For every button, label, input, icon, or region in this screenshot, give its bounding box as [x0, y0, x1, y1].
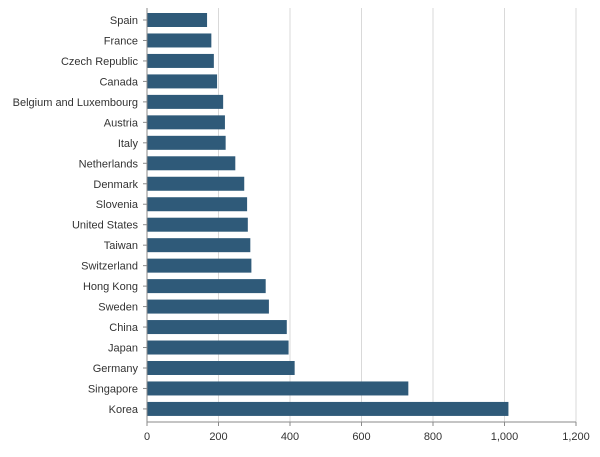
bar-china	[147, 320, 287, 335]
bar-austria	[147, 115, 225, 130]
category-label: Netherlands	[79, 158, 139, 170]
category-label: Sweden	[98, 302, 138, 314]
bar-canada	[147, 74, 218, 89]
x-tick-label: 800	[424, 431, 442, 443]
category-label: Switzerland	[81, 261, 138, 273]
category-label: United States	[72, 220, 139, 232]
category-label: Denmark	[93, 179, 138, 191]
category-label: Germany	[93, 363, 139, 375]
bar-taiwan	[147, 238, 251, 253]
category-label: Belgium and Luxembourg	[13, 97, 138, 109]
category-label: Czech Republic	[61, 56, 139, 68]
axes: 0 200 400 600 800 1,000 1,200	[143, 8, 590, 443]
category-label: France	[104, 35, 138, 47]
category-labels: Spain France Czech Republic Canada Belgium a…	[13, 15, 139, 416]
x-tick-label: 400	[281, 431, 299, 443]
category-label: Singapore	[88, 383, 138, 395]
bar-japan	[147, 340, 289, 355]
bar-singapore	[147, 381, 409, 396]
bar-belgium-and-luxembourg	[147, 94, 224, 109]
category-label: Korea	[109, 404, 139, 416]
x-tick-label: 200	[209, 431, 227, 443]
category-label: Hong Kong	[83, 281, 138, 293]
bar-czech-republic	[147, 53, 214, 68]
category-label: Italy	[118, 138, 139, 150]
category-label: Slovenia	[96, 199, 139, 211]
x-tick-label: 600	[352, 431, 370, 443]
category-label: Spain	[110, 15, 138, 27]
gridlines	[218, 8, 577, 422]
category-label: China	[109, 322, 139, 334]
bar-slovenia	[147, 197, 248, 212]
bar-denmark	[147, 176, 245, 191]
category-label: Japan	[108, 343, 138, 355]
x-tick-label: 1,000	[491, 431, 519, 443]
bar-hong-kong	[147, 279, 266, 294]
bar-korea	[147, 401, 509, 416]
bars	[147, 13, 509, 416]
bar-sweden	[147, 299, 269, 314]
bar-france	[147, 33, 212, 48]
bar-spain	[147, 13, 208, 27]
bar-italy	[147, 135, 226, 150]
x-tick-label: 0	[144, 431, 150, 443]
category-label: Taiwan	[104, 240, 138, 252]
bar-united-states	[147, 217, 248, 232]
category-label: Canada	[99, 76, 138, 88]
x-tick-label: 1,200	[562, 431, 590, 443]
bar-germany	[147, 360, 295, 375]
bar-netherlands	[147, 156, 236, 171]
bar-switzerland	[147, 258, 252, 273]
category-label: Austria	[104, 117, 139, 129]
